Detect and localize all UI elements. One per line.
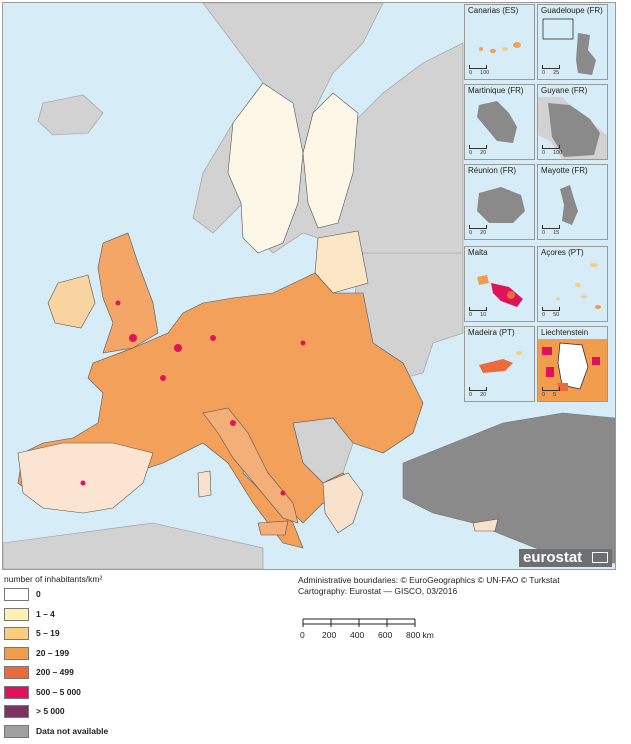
scale-label: 800 km (406, 630, 434, 640)
legend-label: 20 – 199 (36, 648, 69, 658)
scale-label: 200 (322, 630, 336, 640)
greece (323, 473, 363, 533)
legend-label: 5 – 19 (36, 628, 60, 638)
legend-label: 0 (36, 589, 41, 599)
legend-item: > 5 000 (4, 705, 264, 725)
eurostat-logo: eurostat (519, 549, 612, 567)
legend-swatch (4, 686, 29, 699)
legend-item: Data not available (4, 725, 264, 744)
legend-item: 500 – 5 000 (4, 686, 264, 706)
scale-label: 0 (300, 630, 305, 640)
legend-item: 200 – 499 (4, 666, 264, 686)
legend-item: 20 – 199 (4, 647, 264, 667)
legend-item: 1 – 4 (4, 608, 264, 628)
legend-label: 1 – 4 (36, 609, 55, 619)
eurostat-logo-icon (592, 552, 608, 563)
legend-label: 500 – 5 000 (36, 687, 81, 697)
credits-boundaries: Administrative boundaries: © EuroGeograp… (298, 575, 560, 586)
iceland (38, 95, 103, 135)
legend-label: > 5 000 (36, 706, 65, 716)
legend-title: number of inhabitants/km² (4, 574, 264, 584)
legend: number of inhabitants/km² 0 1 – 4 5 – 19 20… (4, 574, 264, 744)
sardinia (198, 471, 211, 497)
legend-item: 5 – 19 (4, 627, 264, 647)
legend-swatch (4, 705, 29, 718)
legend-swatch (4, 647, 29, 660)
sicily (258, 521, 288, 535)
turkey-no-data (403, 413, 615, 563)
north-africa (3, 523, 263, 569)
scale-bar-ticks (300, 616, 440, 628)
legend-item: 0 (4, 588, 264, 608)
legend-swatch (4, 627, 29, 640)
eurostat-logo-text: eurostat (523, 549, 582, 566)
scale-label: 400 (350, 630, 364, 640)
scale-label: 600 (378, 630, 392, 640)
iberia (18, 443, 153, 513)
legend-label: Data not available (36, 726, 108, 736)
scale-bar: 0 200 400 600 800 km (300, 616, 440, 642)
legend-swatch (4, 608, 29, 621)
legend-label: 200 – 499 (36, 667, 74, 677)
ireland (48, 275, 95, 328)
legend-swatch (4, 725, 29, 738)
legend-swatch (4, 588, 29, 601)
credits-cartography: Cartography: Eurostat — GISCO, 03/2016 (298, 586, 560, 597)
great-britain (98, 233, 158, 353)
credits: Administrative boundaries: © EuroGeograp… (298, 575, 560, 597)
legend-swatch (4, 666, 29, 679)
